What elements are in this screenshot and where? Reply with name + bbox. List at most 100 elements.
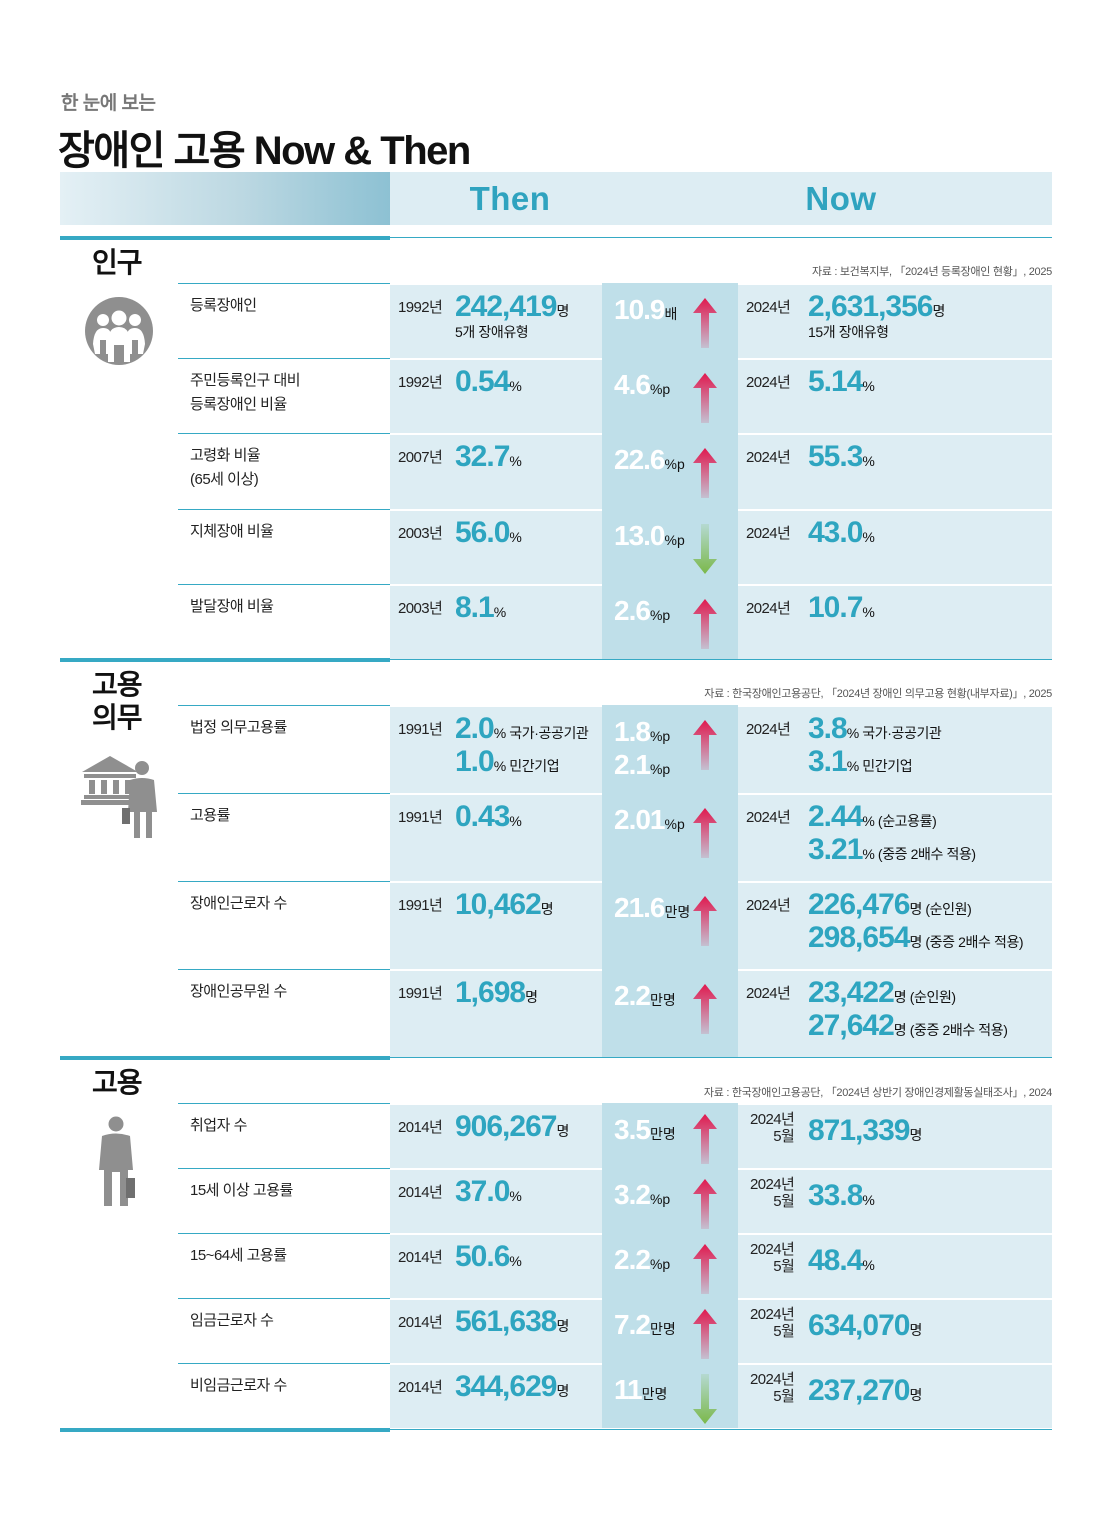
now-cell: 2024년 2,631,356명 15개 장애유형 xyxy=(738,283,1052,358)
section-3: 고용 자료 : 한국장애인고용공단, 「2024년 상반기 장애인경제활동실태조사… xyxy=(60,1056,1052,1428)
now-value: 226,476 xyxy=(808,888,910,921)
arrow-up-icon xyxy=(693,984,717,1034)
section-divider-thin xyxy=(390,237,1052,238)
now-value: 5.14 xyxy=(808,365,863,398)
then-value: 0.43 xyxy=(455,800,510,833)
change-line: 3.2%p xyxy=(614,1178,670,1211)
change-cell: 7.2만명 xyxy=(602,1298,738,1363)
now-values: 10.7% xyxy=(808,591,875,624)
now-values: 3.8% 국가·공공기관 3.1% 민간기업 xyxy=(808,712,942,778)
change-unit: 배 xyxy=(664,306,678,322)
then-cell: 2003년 8.1% xyxy=(390,584,602,660)
then-value: 32.7 xyxy=(455,440,510,473)
then-cell: 1991년 2.0% 국가·공공기관 1.0% 민간기업 xyxy=(390,705,602,793)
then-year: 2014년 xyxy=(398,1184,443,1201)
table-row: 장애인근로자 수 1991년 10,462명 21.6만명 2024년 226,476명 … xyxy=(60,881,1052,969)
change-values: 4.6%p xyxy=(614,368,670,401)
then-value-line: 561,638명 xyxy=(455,1305,569,1338)
column-header-now: Now xyxy=(630,172,1052,225)
now-unit: 명 (순인원) xyxy=(909,901,972,917)
now-value: 3.1 xyxy=(808,745,848,778)
then-value-line: 1,698명 xyxy=(455,976,538,1009)
now-year: 2024년 xyxy=(746,600,791,617)
change-cell: 2.01%p xyxy=(602,793,738,881)
section-icon-wrap xyxy=(98,1116,138,1213)
now-cell: 2024년 5월 237,270명 xyxy=(738,1363,1052,1428)
row-label: 임금근로자 수 xyxy=(190,1312,274,1329)
change-unit: %p xyxy=(664,532,685,548)
now-values: 2,631,356명 15개 장애유형 xyxy=(808,290,945,341)
now-year: 2024년 xyxy=(746,449,791,466)
row-label: 장애인공무원 수 xyxy=(190,983,287,1000)
arrow-up-icon xyxy=(693,298,717,348)
change-value: 1.8 xyxy=(614,716,651,747)
then-values: 10,462명 xyxy=(455,888,554,921)
then-value-line: 242,419명 xyxy=(455,290,569,323)
now-year: 2024년 5월 xyxy=(750,1241,795,1275)
then-unit: 명 xyxy=(556,303,569,319)
now-unit: 명 (중증 2배수 적용) xyxy=(909,934,1024,950)
section-divider-thin xyxy=(390,1429,1052,1430)
then-value: 10,462 xyxy=(455,888,542,921)
change-values: 11만명 xyxy=(614,1373,667,1406)
then-unit: 명 xyxy=(525,989,538,1005)
then-value: 56.0 xyxy=(455,516,510,549)
change-value: 3.2 xyxy=(614,1179,651,1210)
then-values: 242,419명 5개 장애유형 xyxy=(455,290,569,341)
table-bottom-rule xyxy=(60,1428,1052,1432)
change-values: 2.2만명 xyxy=(614,979,676,1012)
then-unit: % 국가·공공기관 xyxy=(493,725,589,741)
change-line: 7.2만명 xyxy=(614,1308,676,1341)
change-line: 22.6%p xyxy=(614,443,685,476)
change-cell: 2.2%p xyxy=(602,1233,738,1298)
now-year: 2024년 xyxy=(746,985,791,1002)
then-cell: 1991년 10,462명 xyxy=(390,881,602,969)
then-values: 344,629명 xyxy=(455,1370,569,1403)
then-cell: 2003년 56.0% xyxy=(390,509,602,584)
section-divider-thin xyxy=(390,659,1052,660)
row-label-cell: 고용률 xyxy=(178,793,390,881)
row-label-cell: 고령화 비율 (65세 이상) xyxy=(178,433,390,509)
then-unit: % xyxy=(509,813,522,829)
now-values: 237,270명 xyxy=(808,1374,922,1407)
row-label-cell: 임금근로자 수 xyxy=(178,1298,390,1363)
table-row: 법정 의무고용률 1991년 2.0% 국가·공공기관 1.0% 민간기업 1.8%p 2… xyxy=(60,705,1052,793)
change-line: 4.6%p xyxy=(614,368,670,401)
now-unit: 명 xyxy=(909,1127,922,1143)
change-value: 2.1 xyxy=(614,749,651,780)
change-cell: 2.6%p xyxy=(602,584,738,660)
now-cell: 2024년 55.3% xyxy=(738,433,1052,509)
now-unit: 명 xyxy=(909,1387,922,1403)
change-values: 1.8%p 2.1%p xyxy=(614,715,670,781)
now-values: 55.3% xyxy=(808,440,875,473)
now-value-line: 3.21% (중증 2배수 적용) xyxy=(808,833,976,866)
now-value-line: 3.1% 민간기업 xyxy=(808,745,941,778)
then-cell: 2014년 561,638명 xyxy=(390,1298,602,1363)
then-values: 8.1% xyxy=(455,591,506,624)
row-label-cell: 장애인근로자 수 xyxy=(178,881,390,969)
table-row: 임금근로자 수 2014년 561,638명 7.2만명 2024년 5월 634,070명 xyxy=(60,1298,1052,1363)
row-label: 취업자 수 xyxy=(190,1117,247,1134)
change-value: 22.6 xyxy=(614,444,665,475)
now-values: 634,070명 xyxy=(808,1309,922,1342)
now-value: 2,631,356 xyxy=(808,290,933,323)
section-1: 인구 자료 : 보건복지부, 「2024년 등록장애인 현황」, 2025 등록장애… xyxy=(60,236,1052,660)
now-unit: % xyxy=(862,604,875,620)
then-value: 242,419 xyxy=(455,290,557,323)
then-unit: % 민간기업 xyxy=(493,758,560,774)
header-gradient-bar xyxy=(60,172,390,225)
change-unit: %p xyxy=(649,1256,671,1272)
arrow-up-icon xyxy=(693,1309,717,1359)
then-value-line: 56.0% xyxy=(455,516,522,549)
table-row: 취업자 수 2014년 906,267명 3.5만명 2024년 5월 871,339명 xyxy=(60,1103,1052,1168)
change-value: 7.2 xyxy=(614,1309,651,1340)
change-cell: 3.5만명 xyxy=(602,1103,738,1168)
row-label: 지체장애 비율 xyxy=(190,523,274,540)
row-label-cell: 장애인공무원 수 xyxy=(178,969,390,1057)
now-values: 2.44% (순고용률) 3.21% (중증 2배수 적용) xyxy=(808,800,976,866)
now-unit: % (순고용률) xyxy=(862,813,937,829)
section-divider xyxy=(60,236,390,240)
then-value: 906,267 xyxy=(455,1110,557,1143)
then-year: 1992년 xyxy=(398,299,443,316)
row-label: 15세 이상 고용률 xyxy=(190,1182,293,1199)
